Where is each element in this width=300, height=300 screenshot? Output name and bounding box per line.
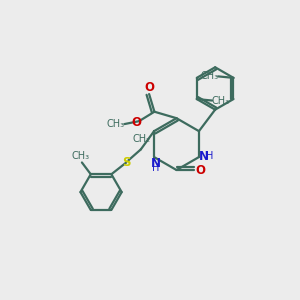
Text: CH₃: CH₃ xyxy=(201,71,219,81)
Text: H: H xyxy=(206,152,213,161)
Text: O: O xyxy=(144,81,154,94)
Text: O: O xyxy=(132,116,142,129)
Text: N: N xyxy=(199,150,209,163)
Text: S: S xyxy=(122,156,130,169)
Text: O: O xyxy=(195,164,205,176)
Text: H: H xyxy=(152,163,159,173)
Text: CH₂: CH₂ xyxy=(133,134,151,144)
Text: CH₃: CH₃ xyxy=(106,119,124,129)
Text: CH₃: CH₃ xyxy=(71,151,89,161)
Text: CH₃: CH₃ xyxy=(211,95,230,106)
Text: N: N xyxy=(151,157,160,170)
